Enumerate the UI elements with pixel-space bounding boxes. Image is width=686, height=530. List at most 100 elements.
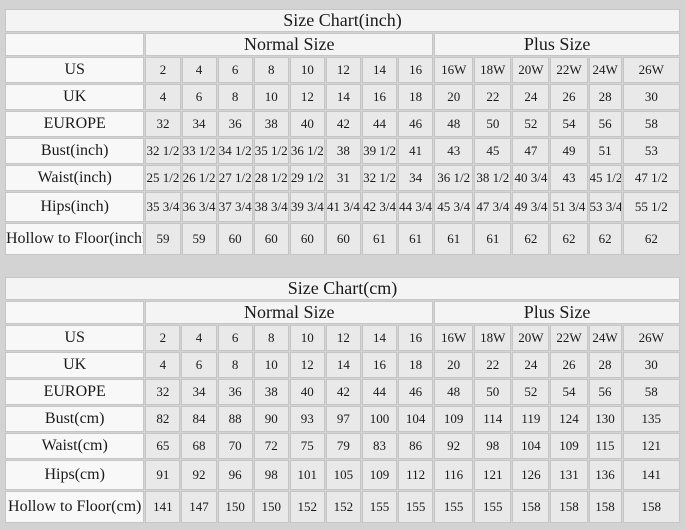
size-value-cell: 20W <box>512 325 550 351</box>
size-value-cell: 152 <box>289 491 325 523</box>
size-value-cell: 16 <box>361 352 398 378</box>
size-value-cell: 49 <box>550 138 588 164</box>
row-label: Bust(cm) <box>5 406 145 432</box>
size-value-cell: 114 <box>474 406 512 432</box>
size-value-cell: 18W <box>474 325 512 351</box>
table-row: EUROPE 32 34 36 38 40 42 44 46 48 50 52 54 56 58 <box>5 379 680 405</box>
size-value-cell: 46 <box>398 111 434 137</box>
size-value-cell: 54 <box>550 111 588 137</box>
size-value-cell: 56 <box>588 111 622 137</box>
size-value-cell: 47 3/4 <box>474 192 512 222</box>
size-value-cell: 97 <box>325 406 361 432</box>
size-value-cell: 93 <box>289 406 325 432</box>
size-value-cell: 50 <box>474 379 512 405</box>
size-value-cell: 48 <box>434 111 474 137</box>
size-value-cell: 43 <box>434 138 474 164</box>
size-value-cell: 55 1/2 <box>622 192 680 222</box>
table-row: UK 4 6 8 10 12 14 16 18 20 22 24 26 28 30 <box>5 352 680 378</box>
size-value-cell: 32 1/2 <box>145 138 181 164</box>
row-label: Hollow to Floor(inch) <box>5 223 145 255</box>
size-value-cell: 51 <box>588 138 622 164</box>
size-value-cell: 38 <box>253 379 289 405</box>
table-row: Hollow to Floor(cm) 141 147 150 150 152 152 155… <box>5 491 680 523</box>
size-value-cell: 12 <box>325 57 361 83</box>
size-value-cell: 83 <box>361 433 398 459</box>
size-value-cell: 155 <box>434 491 474 523</box>
size-value-cell: 109 <box>361 460 398 490</box>
size-value-cell: 12 <box>325 325 361 351</box>
size-value-cell: 42 <box>325 111 361 137</box>
size-value-cell: 54 <box>550 379 588 405</box>
size-value-cell: 14 <box>361 57 398 83</box>
size-value-cell: 24W <box>588 57 622 83</box>
size-value-cell: 16 <box>398 57 434 83</box>
size-value-cell: 36 <box>217 111 253 137</box>
size-value-cell: 39 3/4 <box>289 192 325 222</box>
size-value-cell: 60 <box>253 223 289 255</box>
size-value-cell: 28 1/2 <box>253 165 289 191</box>
size-value-cell: 100 <box>361 406 398 432</box>
size-value-cell: 36 3/4 <box>181 192 217 222</box>
plus-size-header: Plus Size <box>434 301 680 324</box>
size-value-cell: 35 3/4 <box>145 192 181 222</box>
size-value-cell: 50 <box>474 111 512 137</box>
size-value-cell: 10 <box>253 84 289 110</box>
size-value-cell: 6 <box>181 352 217 378</box>
size-value-cell: 152 <box>325 491 361 523</box>
size-value-cell: 31 <box>325 165 361 191</box>
size-value-cell: 22W <box>550 57 588 83</box>
size-value-cell: 42 <box>325 379 361 405</box>
row-label: Hollow to Floor(cm) <box>5 491 145 523</box>
row-label: Bust(inch) <box>5 138 145 164</box>
size-value-cell: 40 <box>289 379 325 405</box>
size-value-cell: 59 <box>181 223 217 255</box>
size-value-cell: 32 1/2 <box>361 165 398 191</box>
title-row: Size Chart(inch) <box>5 9 680 32</box>
size-value-cell: 16W <box>434 325 474 351</box>
size-value-cell: 119 <box>512 406 550 432</box>
size-value-cell: 58 <box>622 379 680 405</box>
size-value-cell: 72 <box>253 433 289 459</box>
size-value-cell: 8 <box>253 57 289 83</box>
size-value-cell: 6 <box>217 325 253 351</box>
row-label: Waist(inch) <box>5 165 145 191</box>
size-value-cell: 34 <box>398 165 434 191</box>
size-value-cell: 121 <box>622 433 680 459</box>
size-value-cell: 20 <box>434 84 474 110</box>
corner-cell <box>5 33 145 56</box>
size-value-cell: 96 <box>217 460 253 490</box>
size-value-cell: 12 <box>289 352 325 378</box>
size-value-cell: 24W <box>588 325 622 351</box>
size-value-cell: 32 <box>145 379 181 405</box>
table-row: Waist(inch) 25 1/2 26 1/2 27 1/2 28 1/2 29 1/… <box>5 165 680 191</box>
size-value-cell: 28 <box>588 84 622 110</box>
size-value-cell: 88 <box>217 406 253 432</box>
size-value-cell: 44 <box>361 111 398 137</box>
table-row: Bust(cm) 82 84 88 90 93 97 100 104 109 114 119 124 13… <box>5 406 680 432</box>
size-value-cell: 75 <box>289 433 325 459</box>
size-value-cell: 141 <box>622 460 680 490</box>
size-value-cell: 60 <box>325 223 361 255</box>
size-value-cell: 45 3/4 <box>434 192 474 222</box>
size-value-cell: 58 <box>622 111 680 137</box>
size-value-cell: 121 <box>474 460 512 490</box>
size-value-cell: 10 <box>289 57 325 83</box>
size-value-cell: 14 <box>325 84 361 110</box>
group-header-row: Normal Size Plus Size <box>5 301 680 324</box>
size-value-cell: 48 <box>434 379 474 405</box>
row-label: EUROPE <box>5 379 145 405</box>
size-value-cell: 16W <box>434 57 474 83</box>
size-value-cell: 47 1/2 <box>622 165 680 191</box>
corner-cell <box>5 301 145 324</box>
size-value-cell: 105 <box>325 460 361 490</box>
size-value-cell: 158 <box>550 491 588 523</box>
table-row: EUROPE 32 34 36 38 40 42 44 46 48 50 52 54 56 58 <box>5 111 680 137</box>
table-row: UK 4 6 8 10 12 14 16 18 20 22 24 26 28 30 <box>5 84 680 110</box>
row-label: EUROPE <box>5 111 145 137</box>
normal-size-header: Normal Size <box>145 33 434 56</box>
size-value-cell: 41 <box>398 138 434 164</box>
size-value-cell: 82 <box>145 406 181 432</box>
size-value-cell: 62 <box>512 223 550 255</box>
size-value-cell: 92 <box>181 460 217 490</box>
